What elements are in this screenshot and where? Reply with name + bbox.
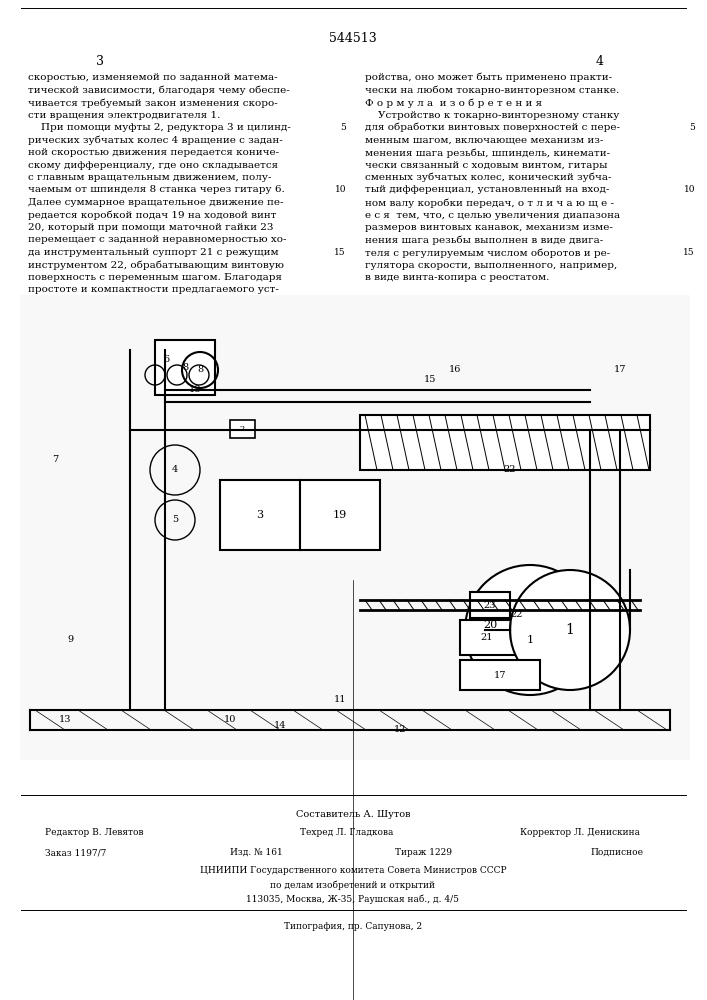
Text: 22: 22	[510, 610, 522, 619]
Bar	[155, 340, 215, 395]
Text: 5: 5	[172, 516, 178, 524]
Text: Тираж 1229: Тираж 1229	[395, 848, 452, 857]
Bar	[300, 480, 380, 550]
Text: 9: 9	[67, 636, 73, 645]
Text: 17: 17	[493, 670, 506, 680]
Text: Подписное: Подписное	[590, 848, 643, 857]
Text: чески связанный с ходовым винтом, гитары: чески связанный с ходовым винтом, гитары	[365, 160, 607, 169]
Text: менения шага резьбы, шпиндель, кинемати-: менения шага резьбы, шпиндель, кинемати-	[365, 148, 610, 157]
Text: менным шагом, включающее механизм из-: менным шагом, включающее механизм из-	[365, 135, 603, 144]
Text: Заказ 1197/7: Заказ 1197/7	[45, 848, 106, 857]
Text: Устройство к токарно-винторезному станку: Устройство к токарно-винторезному станку	[365, 110, 619, 119]
Text: Изд. № 161: Изд. № 161	[230, 848, 283, 857]
Text: 20, который при помощи маточной гайки 23: 20, который при помощи маточной гайки 23	[28, 223, 274, 232]
Bar	[230, 420, 255, 438]
Text: перемещает с заданной неравномерностью хо-: перемещает с заданной неравномерностью х…	[28, 235, 286, 244]
Text: 23: 23	[484, 600, 496, 609]
Text: 22: 22	[504, 466, 516, 475]
Text: 17: 17	[614, 365, 626, 374]
Text: размеров винтовых канавок, механизм изме-: размеров винтовых канавок, механизм изме…	[365, 223, 613, 232]
Text: гулятора скорости, выполненного, например,: гулятора скорости, выполненного, наприме…	[365, 260, 617, 269]
Text: теля с регулируемым числом оборотов и ре-: теля с регулируемым числом оборотов и ре…	[365, 248, 610, 257]
Circle shape	[465, 565, 595, 695]
Text: тый дифференциал, установленный на вход-: тый дифференциал, установленный на вход-	[365, 186, 609, 194]
Text: 7: 7	[52, 456, 58, 464]
Text: 19: 19	[333, 510, 347, 520]
Text: да инструментальный суппорт 21 с режущим: да инструментальный суппорт 21 с режущим	[28, 248, 279, 257]
Text: Составитель А. Шутов: Составитель А. Шутов	[296, 810, 410, 819]
Text: 15: 15	[334, 248, 346, 257]
Text: сти вращения электродвигателя 1.: сти вращения электродвигателя 1.	[28, 110, 221, 119]
Text: 8: 8	[197, 365, 203, 374]
Text: тической зависимости, благодаря чему обеспе-: тической зависимости, благодаря чему обе…	[28, 86, 290, 95]
Text: инструментом 22, обрабатывающим винтовую: инструментом 22, обрабатывающим винтовую	[28, 260, 284, 270]
Text: для обработки винтовых поверхностей с пере-: для обработки винтовых поверхностей с пе…	[365, 123, 620, 132]
Text: 15: 15	[423, 375, 436, 384]
Text: Техред Л. Гладкова: Техред Л. Гладкова	[300, 828, 393, 837]
Text: с главным вращательным движением, полу-: с главным вращательным движением, полу-	[28, 173, 271, 182]
Text: 3: 3	[257, 510, 264, 520]
Text: 4: 4	[172, 466, 178, 475]
Text: 11: 11	[334, 696, 346, 704]
Text: ЦНИИПИ Государственного комитета Совета Министров СССР: ЦНИИПИ Государственного комитета Совета …	[199, 866, 506, 875]
Circle shape	[510, 570, 630, 690]
Text: ном валу коробки передач, о т л и ч а ю щ е -: ном валу коробки передач, о т л и ч а ю …	[365, 198, 614, 208]
Circle shape	[522, 622, 538, 638]
Bar	[360, 415, 650, 470]
Text: 20: 20	[483, 620, 497, 630]
Text: ной скоростью движения передается кониче-: ной скоростью движения передается кониче…	[28, 148, 279, 157]
Text: скоростью, изменяемой по заданной матема-: скоростью, изменяемой по заданной матема…	[28, 73, 278, 82]
Text: 113035, Москва, Ж-35, Раушская наб., д. 4/5: 113035, Москва, Ж-35, Раушская наб., д. …	[247, 894, 460, 904]
Text: 12: 12	[394, 726, 407, 734]
Text: 544513: 544513	[329, 32, 377, 45]
Text: скому дифференциалу, где оно складывается: скому дифференциалу, где оно складываетс…	[28, 160, 278, 169]
Text: 1: 1	[527, 635, 534, 645]
Text: 10: 10	[224, 716, 236, 724]
Bar	[20, 295, 690, 760]
Text: При помощи муфты 2, редуктора 3 и цилинд-: При помощи муфты 2, редуктора 3 и цилинд…	[28, 123, 291, 132]
Text: Ф о р м у л а  и з о б р е т е н и я: Ф о р м у л а и з о б р е т е н и я	[365, 98, 542, 107]
Text: 5: 5	[689, 123, 695, 132]
Bar	[470, 592, 510, 618]
Text: нения шага резьбы выполнен в виде двига-: нения шага резьбы выполнен в виде двига-	[365, 235, 603, 245]
Text: 5: 5	[340, 123, 346, 132]
Text: Редактор В. Левятов: Редактор В. Левятов	[45, 828, 144, 837]
Text: Далее суммарное вращательное движение пе-: Далее суммарное вращательное движение пе…	[28, 198, 284, 207]
Text: 10: 10	[684, 186, 695, 194]
Text: 10: 10	[334, 186, 346, 194]
Text: 15: 15	[684, 248, 695, 257]
Bar	[460, 620, 515, 655]
Text: 6: 6	[163, 355, 169, 364]
Text: 1: 1	[566, 623, 574, 637]
Text: по делам изобретений и открытий: по делам изобретений и открытий	[271, 880, 436, 890]
Text: 16: 16	[449, 365, 461, 374]
Text: е с я  тем, что, с целью увеличения диапазона: е с я тем, что, с целью увеличения диапа…	[365, 211, 620, 220]
Bar	[220, 480, 300, 550]
Text: чивается требуемый закон изменения скоро-: чивается требуемый закон изменения скоро…	[28, 98, 278, 107]
Text: поверхность с переменным шагом. Благодаря: поверхность с переменным шагом. Благодар…	[28, 273, 282, 282]
Text: 13: 13	[59, 716, 71, 724]
Text: 21: 21	[481, 634, 493, 643]
Text: чаемым от шпинделя 8 станка через гитару 6.: чаемым от шпинделя 8 станка через гитару…	[28, 186, 285, 194]
Text: простоте и компактности предлагаемого уст-: простоте и компактности предлагаемого ус…	[28, 286, 279, 294]
Text: редается коробкой подач 19 на ходовой винт: редается коробкой подач 19 на ходовой ви…	[28, 211, 276, 220]
Text: 3: 3	[96, 55, 104, 68]
Text: 14: 14	[274, 720, 286, 730]
Text: рических зубчатых колес 4 вращение с задан-: рических зубчатых колес 4 вращение с зад…	[28, 135, 283, 145]
Text: ройства, оно может быть применено практи-: ройства, оно может быть применено практи…	[365, 73, 612, 83]
Text: 2: 2	[240, 425, 245, 433]
Text: 18: 18	[189, 385, 201, 394]
Text: Корректор Л. Денискина: Корректор Л. Денискина	[520, 828, 640, 837]
Bar	[460, 660, 540, 690]
Text: 4: 4	[596, 55, 604, 68]
Text: сменных зубчатых колес, конический зубча-: сменных зубчатых колес, конический зубча…	[365, 173, 612, 182]
Text: чески на любом токарно-винторезном станке.: чески на любом токарно-винторезном станк…	[365, 86, 619, 95]
Text: в виде винта-копира с реостатом.: в виде винта-копира с реостатом.	[365, 273, 549, 282]
Text: Типография, пр. Сапунова, 2: Типография, пр. Сапунова, 2	[284, 922, 422, 931]
Text: 8: 8	[182, 363, 188, 372]
